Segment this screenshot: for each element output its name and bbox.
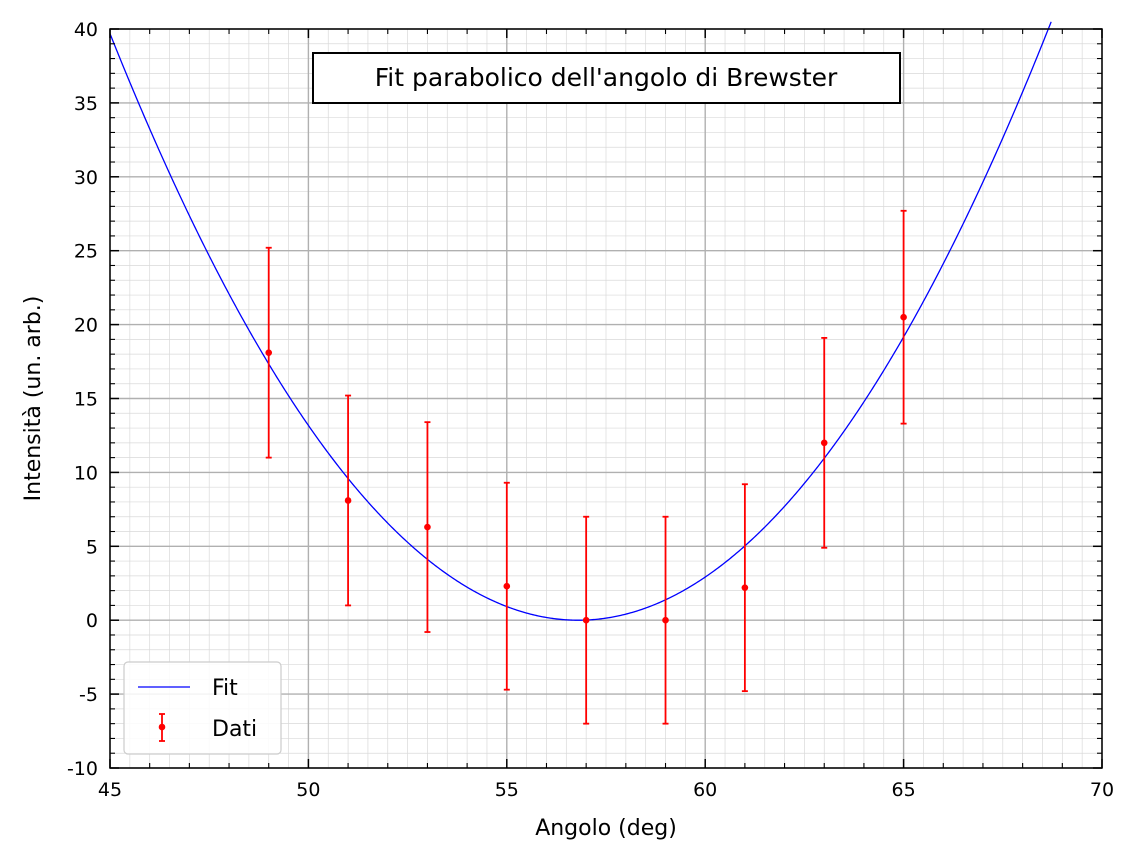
data-point (582, 616, 590, 624)
y-tick-labels: -10 -5 0 5 10 15 20 25 30 35 40 (67, 19, 98, 780)
x-tick-label: 45 (98, 779, 122, 801)
fit-series (109, 21, 1052, 621)
y-tick-label: 5 (86, 536, 98, 558)
y-tick-label: 10 (74, 462, 98, 484)
data-point (503, 582, 511, 590)
data-point (900, 313, 907, 321)
chart-title-box: Fit parabolico dell'angolo di Brewster (312, 52, 901, 104)
y-tick-label: -10 (67, 758, 98, 780)
legend-dati-swatch (158, 713, 166, 742)
fit-curve (109, 21, 1052, 621)
x-tick-label: 65 (892, 779, 916, 801)
legend-data-point (158, 723, 166, 731)
x-axis-label: Angolo (deg) (535, 816, 677, 841)
y-tick-label: 40 (74, 19, 98, 41)
y-tick-label: 30 (74, 167, 98, 189)
y-tick-label: 35 (74, 93, 98, 115)
x-tick-label: 50 (296, 779, 320, 801)
y-tick-label: 15 (74, 389, 98, 411)
legend: Fit Dati (123, 661, 282, 755)
y-tick-label: 0 (86, 610, 98, 632)
data-point (662, 616, 669, 624)
x-tick-labels: 45 50 55 60 65 70 (98, 779, 1114, 801)
x-tick-label: 70 (1090, 779, 1114, 801)
x-tick-label: 55 (495, 779, 519, 801)
legend-dati-label: Dati (212, 717, 257, 742)
data-point (424, 523, 431, 531)
legend-box (123, 661, 282, 755)
y-tick-label: -5 (79, 684, 98, 706)
data-point (265, 349, 273, 356)
x-tick-label: 60 (693, 779, 717, 801)
y-axis-label: Intensità (un. arb.) (21, 296, 46, 502)
y-tick-label: 25 (74, 241, 98, 263)
y-tick-label: 20 (74, 315, 98, 337)
data-point (344, 497, 352, 504)
chart-title: Fit parabolico dell'angolo di Brewster (375, 63, 838, 92)
data-point (741, 584, 749, 591)
data-point (820, 439, 828, 447)
axis-ticks (109, 28, 1103, 769)
data-series (265, 209, 907, 725)
legend-fit-label: Fit (212, 676, 238, 701)
